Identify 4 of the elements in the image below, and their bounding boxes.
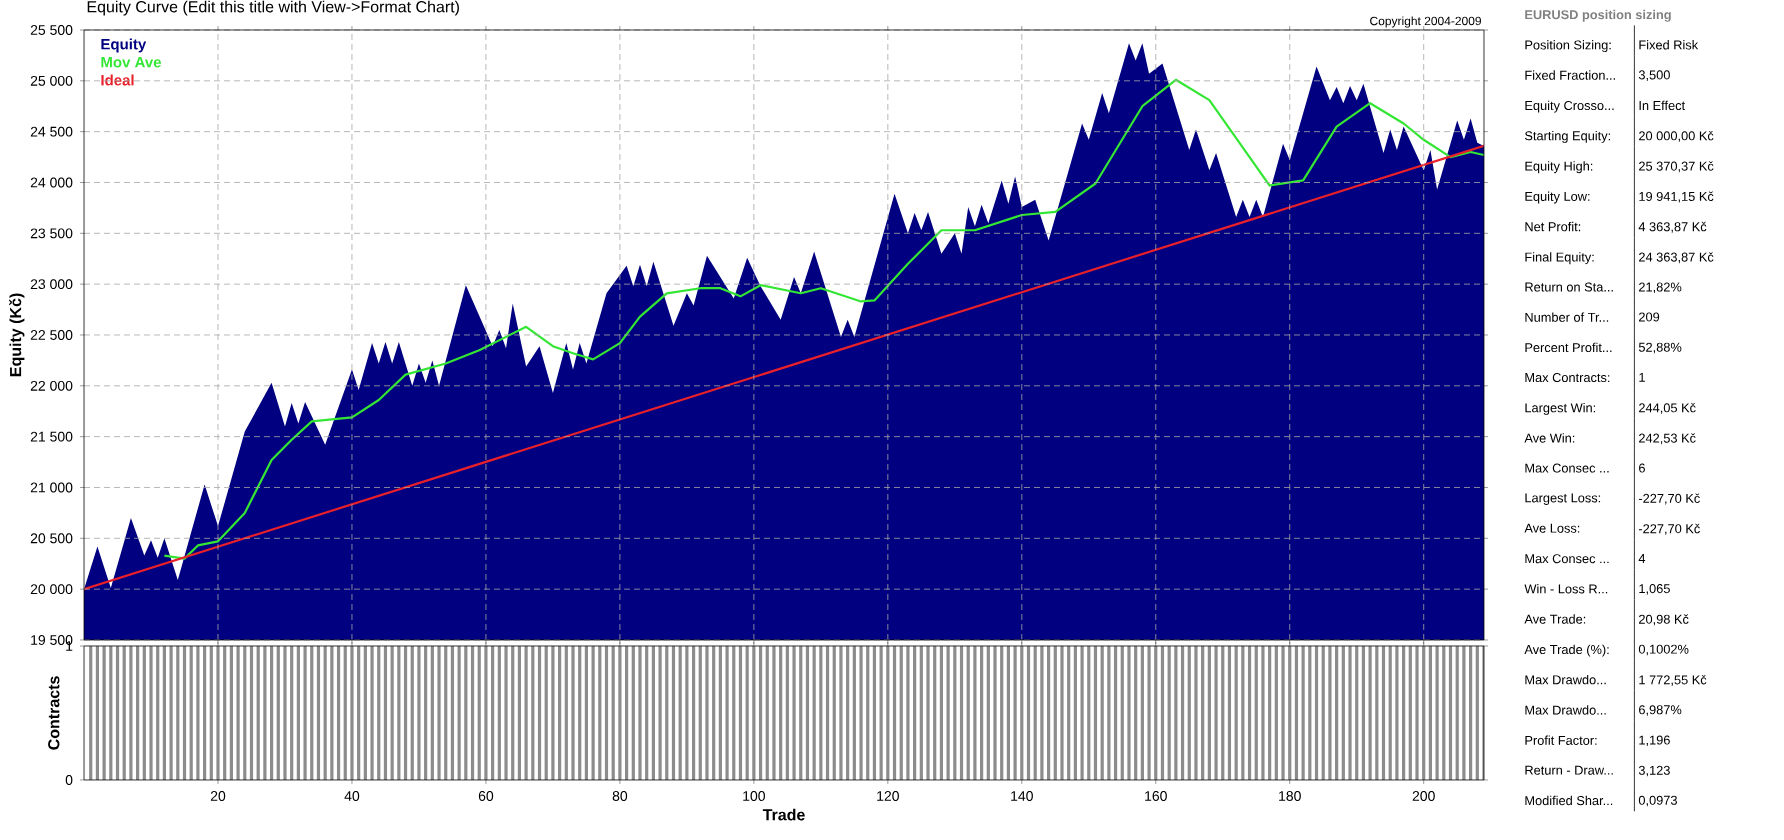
x-axis-title: Trade: [762, 808, 805, 821]
y-axis-title: Contracts: [48, 676, 60, 750]
chart-title: Equity Curve (Edit this title with View->Format Chart): [87, 0, 459, 16]
y-axis-title: Equity (Kč): [9, 293, 25, 377]
